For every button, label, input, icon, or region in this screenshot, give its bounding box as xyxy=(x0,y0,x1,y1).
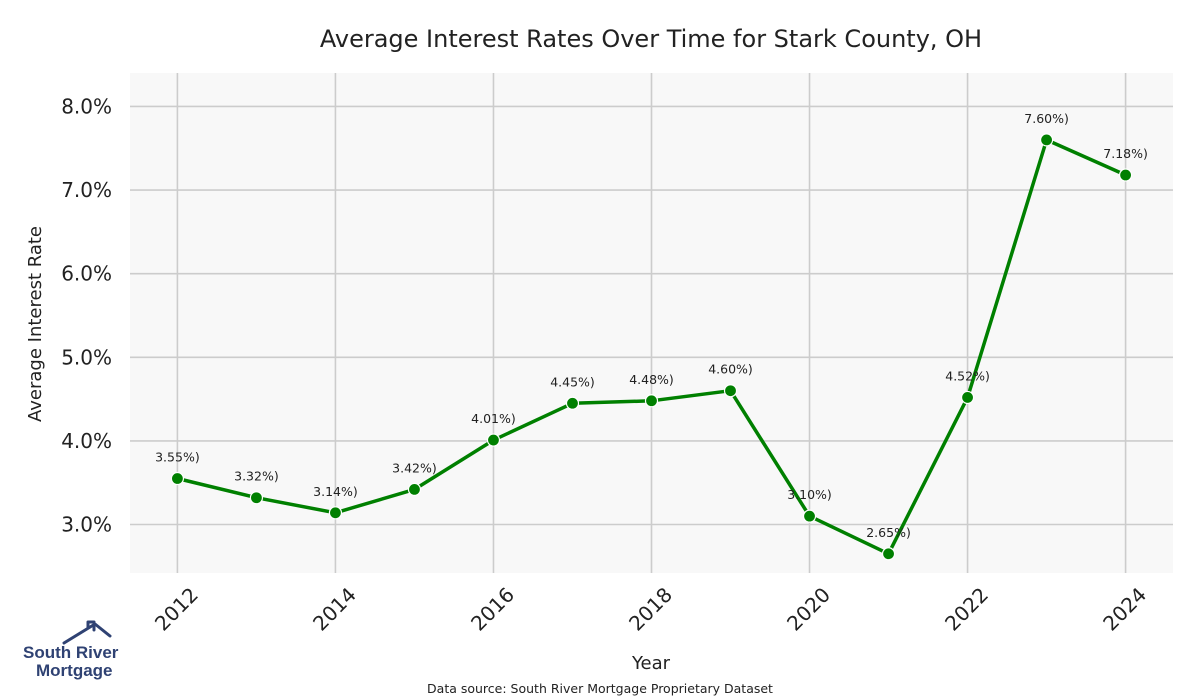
data-point xyxy=(723,384,738,398)
data-source-note: Data source: South River Mortgage Propri… xyxy=(427,681,773,696)
data-label: 7.18%) xyxy=(1103,146,1148,161)
y-tick-label: 3.0% xyxy=(61,513,112,537)
data-label: 4.45%) xyxy=(550,374,595,389)
y-tick-label: 7.0% xyxy=(61,178,112,202)
grid-lines xyxy=(130,73,1173,573)
y-axis-ticks: 3.0% 4.0% 5.0% 6.0% 7.0% 8.0% xyxy=(61,94,112,536)
data-label: 3.55%) xyxy=(155,450,200,465)
x-tick-label: 2024 xyxy=(1098,583,1151,636)
x-axis-ticks: 2012 2014 2016 2018 2020 2022 2024 xyxy=(150,583,1151,636)
x-tick-label: 2012 xyxy=(150,583,203,636)
data-point xyxy=(170,471,185,486)
x-axis-label: Year xyxy=(631,653,671,674)
data-label: 4.48%) xyxy=(629,372,674,387)
data-label: 7.60%) xyxy=(1024,111,1069,126)
data-point xyxy=(644,394,659,408)
data-point xyxy=(407,482,422,496)
data-point xyxy=(328,506,343,520)
data-point xyxy=(565,396,580,410)
data-point xyxy=(486,433,501,447)
logo-text-line1: South River xyxy=(23,643,119,662)
data-point xyxy=(1118,168,1133,182)
series-layer xyxy=(170,133,1133,561)
data-label: 4.52%) xyxy=(945,368,990,383)
x-tick-label: 2014 xyxy=(308,583,361,636)
y-tick-label: 8.0% xyxy=(61,94,112,118)
x-tick-label: 2020 xyxy=(782,583,835,636)
data-label: 3.14%) xyxy=(313,484,358,499)
logo-text-line2: Mortgage xyxy=(36,661,113,680)
company-logo: South River Mortgage xyxy=(23,620,119,680)
x-tick-label: 2022 xyxy=(940,583,993,636)
y-tick-label: 4.0% xyxy=(61,429,112,453)
y-axis-label: Average Interest Rate xyxy=(25,226,46,422)
house-roof-icon xyxy=(62,620,112,645)
x-tick-label: 2018 xyxy=(624,583,677,636)
data-point xyxy=(881,547,896,561)
data-label: 3.10%) xyxy=(787,487,832,502)
y-tick-label: 6.0% xyxy=(61,262,112,286)
data-labels: 3.55%) 3.32%) 3.14%) 3.42%) 4.01%) 4.45%) 4.48… xyxy=(155,111,1148,540)
x-tick-label: 2016 xyxy=(466,583,519,636)
data-label: 4.01%) xyxy=(471,411,516,426)
chart-title: Average Interest Rates Over Time for Sta… xyxy=(320,25,982,53)
data-label: 4.60%) xyxy=(708,362,753,377)
data-point xyxy=(249,491,264,505)
data-label: 3.32%) xyxy=(234,469,279,484)
data-point xyxy=(1039,133,1054,147)
y-tick-label: 5.0% xyxy=(61,345,112,369)
data-label: 3.42%) xyxy=(392,460,437,475)
data-label: 2.65%) xyxy=(866,525,911,540)
data-point xyxy=(960,390,975,405)
data-point xyxy=(802,509,817,523)
